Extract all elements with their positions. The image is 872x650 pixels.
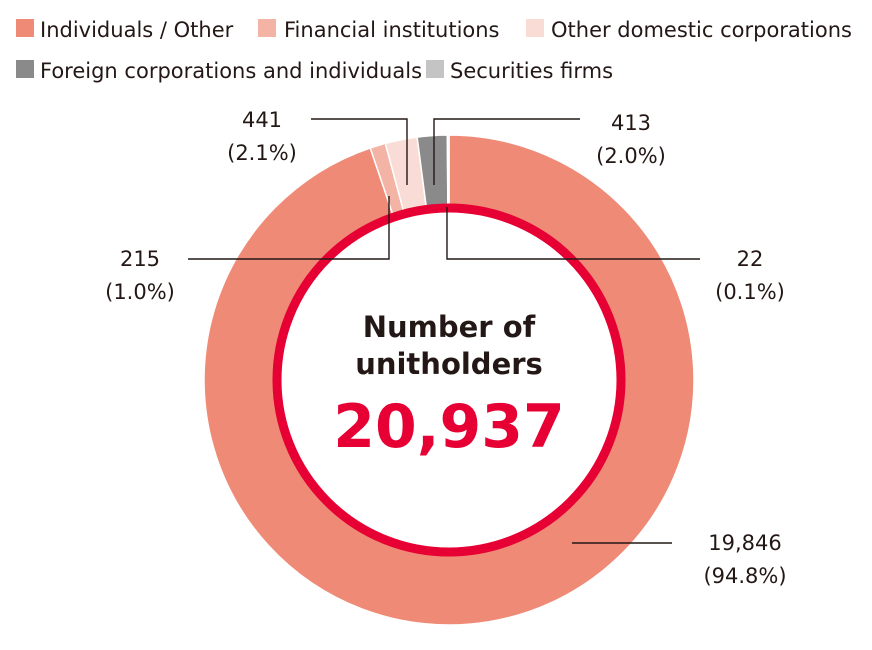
percent-label-securities: (0.1%) [715,280,785,304]
legend-label-financial-institutions: Financial institutions [284,18,500,42]
legend-swatch-financial-institutions [258,19,276,37]
legend-swatch-other-domestic [526,19,544,37]
center-ring [272,203,626,557]
leader-lines [188,118,700,544]
legend-item-securities: Securities firms [426,59,613,83]
leader-line-financial-institutions [188,196,390,260]
percent-label-financial-institutions: (1.0%) [105,280,175,304]
center-label: Number of unitholders 20,937 [333,310,565,462]
value-label-other-domestic: 441 [242,108,282,132]
legend-item-foreign: Foreign corporations and individuals [16,59,422,83]
legend: Individuals / Other Financial institutio… [16,18,852,83]
center-title-line2: unitholders [355,347,543,381]
center-title-line1: Number of [363,310,536,344]
percent-label-other-domestic: (2.1%) [227,141,297,165]
slice-securities [446,134,450,209]
legend-label-securities: Securities firms [450,59,613,83]
percent-label-individuals: (94.8%) [703,564,786,588]
leader-line-foreign [433,118,580,185]
percent-label-foreign: (2.0%) [596,144,666,168]
value-label-securities: 22 [737,247,764,271]
legend-item-individuals: Individuals / Other [16,18,234,42]
legend-swatch-foreign [16,60,34,78]
value-label-financial-institutions: 215 [120,247,160,271]
leader-line-other-domestic [311,118,408,185]
legend-swatch-individuals [16,19,34,37]
value-label-individuals: 19,846 [708,531,781,555]
center-total-value: 20,937 [333,392,565,462]
legend-item-other-domestic: Other domestic corporations [526,18,852,42]
legend-item-financial-institutions: Financial institutions [258,18,500,42]
leader-line-securities [446,207,700,260]
legend-label-other-domestic: Other domestic corporations [551,18,852,42]
legend-swatch-securities [426,60,444,78]
data-labels: 441 (2.1%) 413 (2.0%) 215 (1.0%) 22 (0.1… [105,108,786,588]
legend-label-foreign: Foreign corporations and individuals [40,59,422,83]
legend-label-individuals: Individuals / Other [40,18,234,42]
value-label-foreign: 413 [611,111,651,135]
